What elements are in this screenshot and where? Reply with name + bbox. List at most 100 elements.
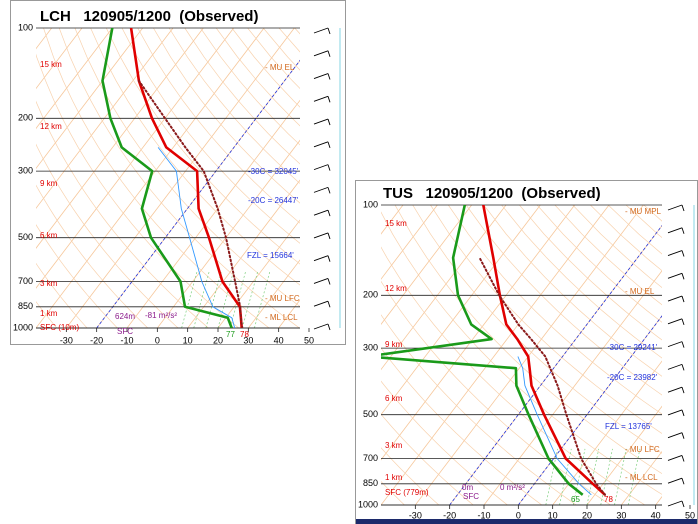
wind-barb [667,272,683,279]
isotherm [36,28,113,130]
isotherm [381,205,438,280]
isotherm [381,205,610,505]
mixing-ratio [627,448,641,505]
wind-barb [681,364,685,371]
dry-adiabat [381,380,509,505]
dry-adiabat [137,28,300,224]
wind-barb [327,232,331,240]
wind-barb [313,186,329,193]
wind-barb [327,73,331,80]
dry-adiabat [36,100,209,328]
dry-adiabat [448,205,662,415]
wind-barb [681,387,685,394]
annotation: -81 m²/s² [145,311,177,320]
wind-barb [667,250,683,256]
isotherm [552,360,662,505]
wind-barb [667,386,683,393]
dry-adiabat [483,205,662,377]
dry-adiabat [381,280,612,505]
x-tick-label: -10 [477,510,490,520]
wind-barb [327,278,331,285]
dry-adiabat [519,205,662,341]
isotherm [381,205,541,416]
x-tick-label: -30 [60,335,73,345]
wind-barb [327,96,331,103]
dry-adiabat [121,28,300,244]
annotation: 12 km [40,122,62,131]
pressure-label: 300 [363,343,378,353]
annotation: 624m [115,312,135,321]
annotation: 12 km [385,284,407,293]
wind-barb [667,409,683,416]
panel-frame [10,0,346,345]
annotation: SFC (10m) [40,323,79,332]
annotation: 78 [604,495,613,504]
profile-line [157,147,236,328]
dry-adiabat [74,28,300,307]
wind-barb [327,164,331,171]
x-tick-label: 0 [155,335,160,345]
wind-barb [667,363,683,370]
annotation: FZL = 15664' [247,251,294,260]
pressure-label: 500 [363,409,378,419]
wind-barb [681,432,685,439]
isotherm [187,179,300,328]
isotherm [36,28,143,170]
wind-barb [667,500,683,507]
annotation: - MU LFC [625,445,660,454]
pressure-label: 300 [18,166,33,176]
dry-adiabat [36,53,240,328]
dry-adiabat [105,28,300,265]
wind-barb [327,118,331,126]
dry-adiabat [36,301,58,328]
annotation: 15 km [385,219,407,228]
dry-adiabat [43,28,270,328]
wind-barb [327,255,331,262]
wind-barb [681,341,685,348]
isotherm [36,28,204,249]
wind-barb [667,455,683,461]
annotation: FZL = 13765' [605,422,652,431]
wind-barb [327,210,331,217]
chart-title: TUS 120905/1200 (Observed) [383,185,601,202]
isotherm [586,405,662,505]
dry-adiabat [90,28,300,286]
wind-barb [327,27,331,35]
wind-barb [313,323,329,330]
profile-line [101,28,233,328]
mixing-ratio [600,448,613,505]
annotation: -30C = 32045' [248,167,299,176]
isotherm [126,99,300,328]
dry-adiabat [168,28,300,184]
background [381,205,662,505]
x-tick-label: -10 [120,335,133,345]
x-tick-label: -20 [443,510,456,520]
x-tick-label: -20 [90,335,103,345]
mixing-ratio [614,448,627,505]
x-tick-label: 50 [685,510,695,520]
annotation: 6 km [40,231,58,240]
annotation: - MU EL [625,287,655,296]
wind-barb [327,141,331,148]
wind-barb [681,227,685,234]
isotherm-highlight [449,224,662,505]
isotherm [483,270,662,505]
isotherm-highlight [96,59,300,328]
wind-barb [313,232,329,239]
dry-adiabat [381,314,577,505]
wind-barb [667,318,683,325]
bottom-bar [356,519,697,524]
x-tick-label: 30 [616,510,626,520]
isotherm [217,219,300,328]
annotation: -30C = 29241' [607,343,658,352]
annotation: 3 km [40,279,58,288]
chart-title: LCH 120905/1200 (Observed) [40,8,258,25]
annotation: 1 km [40,309,58,318]
annotation: 6 km [385,394,403,403]
x-tick-label: 50 [304,335,314,345]
x-tick-label: 10 [548,510,558,520]
x-tick-label: 10 [183,335,193,345]
wind-barb [681,204,685,212]
dry-adiabat [501,205,662,359]
